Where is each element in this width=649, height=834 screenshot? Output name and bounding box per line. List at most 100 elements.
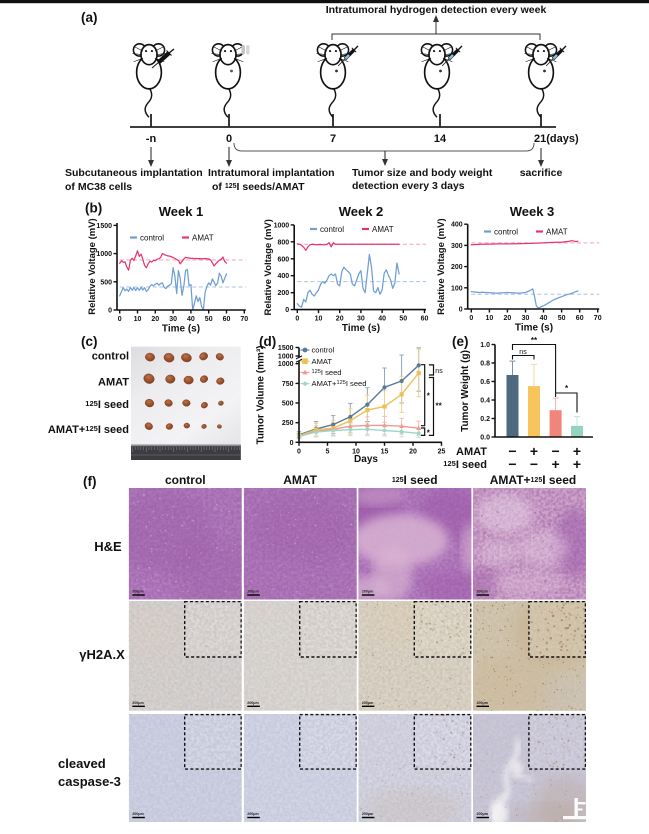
svg-text:H&E: H&E: [94, 539, 122, 554]
svg-text:Relative Voltage (mV): Relative Voltage (mV): [87, 218, 98, 314]
svg-text:10: 10: [315, 316, 323, 323]
svg-text:1500: 1500: [96, 223, 112, 230]
svg-text:AMAT+125I seed: AMAT+125I seed: [48, 424, 129, 436]
svg-text:50: 50: [205, 316, 213, 323]
svg-text:-n: -n: [146, 133, 157, 145]
svg-text:Intratumoral implantation: Intratumoral implantation: [208, 167, 335, 179]
svg-text:60: 60: [421, 316, 429, 323]
svg-text:Time (s): Time (s): [342, 323, 380, 334]
svg-text:AMAT+125I seed: AMAT+125I seed: [490, 473, 577, 487]
svg-text:AMAT: AMAT: [546, 227, 568, 236]
svg-text:200μm: 200μm: [477, 701, 488, 705]
svg-text:50: 50: [399, 316, 407, 323]
svg-text:25: 25: [438, 449, 446, 456]
svg-text:0.0: 0.0: [480, 435, 490, 442]
svg-text:*: *: [427, 391, 431, 400]
svg-text:*: *: [427, 428, 431, 437]
svg-text:**: **: [436, 402, 443, 411]
svg-text:200μm: 200μm: [477, 590, 488, 594]
svg-text:Time (s): Time (s): [515, 323, 553, 334]
svg-text:(d): (d): [259, 334, 276, 349]
svg-text:sacrifice: sacrifice: [520, 167, 563, 179]
svg-text:200μm: 200μm: [362, 812, 373, 816]
svg-text:70: 70: [240, 316, 248, 323]
svg-text:0: 0: [297, 449, 301, 456]
svg-text:caspase-3: caspase-3: [58, 774, 121, 789]
svg-text:0.6: 0.6: [480, 379, 490, 386]
svg-text:0.4: 0.4: [480, 398, 490, 405]
svg-text:Subcutaneous implantation: Subcutaneous implantation: [65, 167, 203, 179]
svg-text:60: 60: [223, 316, 231, 323]
svg-text:+: +: [552, 456, 560, 472]
svg-text:control: control: [312, 346, 335, 355]
svg-text:AMAT: AMAT: [192, 233, 214, 242]
svg-text:Time (s): Time (s): [162, 324, 200, 335]
svg-text:Week 3: Week 3: [510, 204, 555, 219]
svg-text:10: 10: [486, 315, 494, 322]
svg-text:200μm: 200μm: [132, 812, 143, 816]
svg-text:200μm: 200μm: [247, 812, 258, 816]
svg-text:200: 200: [278, 290, 290, 297]
svg-text:cleaved: cleaved: [58, 756, 106, 771]
svg-text:20: 20: [409, 449, 417, 456]
svg-text:20: 20: [504, 315, 512, 322]
svg-text:500: 500: [100, 279, 112, 286]
svg-text:Tumor Weight (g): Tumor Weight (g): [460, 350, 471, 432]
svg-text:70: 70: [594, 315, 602, 322]
svg-text:−: −: [552, 443, 560, 459]
svg-text:+: +: [573, 456, 581, 472]
svg-text:125I seed: 125I seed: [312, 368, 342, 377]
svg-text:ns: ns: [519, 349, 527, 356]
svg-text:+: +: [530, 443, 538, 459]
svg-text:detection every 3 days: detection every 3 days: [352, 180, 465, 192]
svg-text:50: 50: [558, 315, 566, 322]
svg-text:40: 40: [187, 316, 195, 323]
svg-text:21(days): 21(days): [534, 133, 579, 145]
svg-text:1.0: 1.0: [480, 342, 490, 349]
svg-text:0: 0: [290, 440, 294, 447]
svg-text:200μm: 200μm: [247, 590, 258, 594]
svg-text:(b): (b): [85, 201, 102, 216]
svg-text:7: 7: [330, 133, 336, 145]
svg-text:20: 20: [151, 316, 159, 323]
svg-text:0.8: 0.8: [480, 361, 490, 368]
svg-text:0: 0: [469, 315, 473, 322]
svg-text:Tumor size and body weight: Tumor size and body weight: [352, 167, 493, 179]
svg-text:Relative Voltage (mV): Relative Voltage (mV): [436, 218, 447, 314]
svg-text:20: 20: [336, 316, 344, 323]
svg-text:0: 0: [459, 307, 463, 314]
svg-text:800: 800: [278, 239, 290, 246]
svg-text:1500: 1500: [278, 345, 294, 352]
svg-text:0: 0: [118, 316, 122, 323]
svg-text:−: −: [508, 456, 516, 472]
svg-text:0: 0: [295, 316, 299, 323]
svg-text:0: 0: [108, 308, 112, 315]
svg-text:40: 40: [540, 315, 548, 322]
svg-text:(a): (a): [81, 10, 98, 25]
svg-text:10: 10: [352, 449, 360, 456]
svg-text:10: 10: [134, 316, 142, 323]
svg-text:125I seed: 125I seed: [392, 473, 438, 487]
svg-text:1000: 1000: [274, 222, 290, 229]
svg-text:control: control: [92, 351, 129, 363]
svg-text:250: 250: [282, 420, 294, 427]
svg-text:100: 100: [451, 285, 463, 292]
svg-text:300: 300: [451, 243, 463, 250]
svg-text:(e): (e): [452, 334, 469, 349]
svg-text:**: **: [531, 336, 538, 345]
svg-text:30: 30: [169, 316, 177, 323]
svg-text:AMAT+125I seed: AMAT+125I seed: [312, 379, 367, 388]
svg-text:ns: ns: [435, 368, 443, 375]
svg-text:1000: 1000: [96, 251, 112, 258]
svg-text:200μm: 200μm: [247, 701, 258, 705]
svg-text:30: 30: [522, 315, 530, 322]
svg-text:200μm: 200μm: [132, 701, 143, 705]
svg-text:control: control: [165, 473, 206, 487]
svg-text:1000: 1000: [278, 354, 294, 361]
svg-text:−: −: [508, 443, 516, 459]
svg-text:Week 2: Week 2: [339, 204, 384, 219]
svg-text:200μm: 200μm: [362, 590, 373, 594]
svg-text:0.2: 0.2: [480, 416, 490, 423]
svg-text:AMAT: AMAT: [312, 357, 333, 366]
svg-text:control: control: [494, 227, 518, 236]
